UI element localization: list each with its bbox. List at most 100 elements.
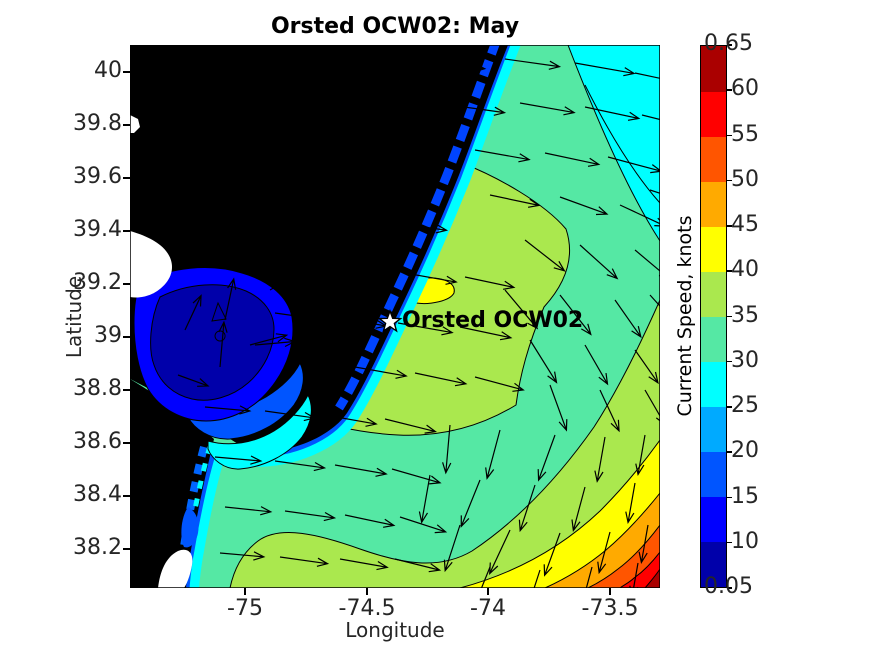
current-vector-arrow xyxy=(339,558,389,571)
contour-region-red-southeast-band xyxy=(619,551,660,588)
current-vector-arrow xyxy=(597,531,611,575)
colorbar xyxy=(700,45,727,588)
y-tick-mark xyxy=(123,71,130,73)
colorbar-band xyxy=(701,271,726,317)
x-tick-mark xyxy=(609,588,611,595)
current-vector-arrow xyxy=(449,104,507,116)
colorbar-band xyxy=(701,451,726,498)
current-vector-arrow xyxy=(644,389,660,422)
colorbar-tick-label: 40 xyxy=(731,257,759,283)
colorbar-tick-label: 50 xyxy=(731,166,759,192)
current-vector-arrow xyxy=(334,215,387,226)
colorbar-tick-label: 35 xyxy=(731,302,759,328)
current-vector-arrow xyxy=(219,551,266,561)
colorbar-tick-mark xyxy=(727,360,732,363)
current-vector-arrow xyxy=(297,211,335,241)
plot-title: Orsted OCW02: May xyxy=(270,14,520,39)
current-vector-arrow xyxy=(354,366,408,379)
current-vector-arrow xyxy=(480,566,491,588)
colorbar-tick-label: 20 xyxy=(731,438,759,464)
current-vector-arrow xyxy=(249,333,289,346)
current-vector-arrow xyxy=(518,484,536,533)
current-vector-arrow xyxy=(464,276,516,290)
current-vector-arrow xyxy=(334,464,388,477)
current-vector-arrow xyxy=(284,258,335,268)
colorbar-band xyxy=(701,316,726,363)
current-vector-arrow xyxy=(277,153,313,186)
colorbar-tick-mark xyxy=(727,496,732,498)
current-vector-arrow xyxy=(459,326,513,341)
current-vector-arrow xyxy=(614,299,642,339)
colorbar-tick-label: 10 xyxy=(731,528,759,554)
current-vector-arrow xyxy=(443,524,461,573)
contour-region-cyan-northeast-corner xyxy=(567,45,660,242)
x-tick-label: -73.5 xyxy=(581,596,639,621)
current-vector-arrow xyxy=(519,102,576,116)
current-vector-arrow xyxy=(394,222,449,234)
current-vector-arrow xyxy=(264,410,317,422)
y-tick-label: 38.6 xyxy=(73,429,122,454)
contour-region-delaware-bay-navy xyxy=(150,284,275,401)
current-vector-arrow xyxy=(269,269,307,291)
current-vector-arrow xyxy=(474,149,531,163)
current-vector-arrow xyxy=(394,558,442,573)
colorbar-tick-label: 0.05 xyxy=(704,574,753,599)
colorbar-tick-label: 15 xyxy=(731,483,759,509)
y-tick-label: 39.4 xyxy=(73,217,122,242)
colorbar-tick-mark xyxy=(727,587,732,589)
y-tick-label: 38.4 xyxy=(73,482,122,507)
current-vector-arrow xyxy=(204,405,252,415)
current-vector-arrow xyxy=(574,62,636,77)
current-vector-arrow xyxy=(629,562,639,588)
current-vector-arrow xyxy=(344,514,396,528)
contour-region-nodata-upper-bay xyxy=(130,231,172,298)
x-tick-label: -75 xyxy=(227,596,263,621)
current-vector-arrow xyxy=(391,468,442,485)
current-vector-arrow xyxy=(460,479,481,528)
current-vector-arrow xyxy=(625,482,636,524)
current-vector-arrow xyxy=(599,389,620,433)
current-vector-arrow xyxy=(571,486,586,533)
x-tick-label: -74.5 xyxy=(338,596,396,621)
y-tick-mark xyxy=(123,230,130,232)
current-vector-arrow xyxy=(641,114,660,121)
current-vector-arrow xyxy=(584,106,641,121)
current-vector-arrow xyxy=(489,194,541,208)
current-vector-arrow xyxy=(543,532,561,577)
current-vector-arrow xyxy=(474,376,525,392)
contour-map xyxy=(130,45,660,588)
colorbar-band xyxy=(701,406,726,453)
colorbar-tick-mark xyxy=(727,134,732,136)
y-tick-label: 38.2 xyxy=(73,535,122,560)
current-vector-arrow xyxy=(429,62,487,73)
colorbar-tick-mark xyxy=(727,406,732,408)
colorbar-tick-label: 60 xyxy=(731,76,759,102)
contour-region-contour-25-offshoot xyxy=(584,84,660,204)
x-tick-mark xyxy=(366,588,368,595)
contour-region-darkred-corner xyxy=(644,568,660,588)
colorbar-band xyxy=(701,46,726,92)
colorbar-tick-mark xyxy=(727,225,732,227)
current-vector-arrow xyxy=(284,510,337,522)
contour-region-yellowgreen-southeast-band xyxy=(229,299,660,588)
y-tick-mark xyxy=(123,442,130,444)
contour-region-nodata-bottom-left xyxy=(158,549,193,588)
current-vector-arrow xyxy=(442,424,452,475)
colorbar-tick-mark xyxy=(727,44,732,46)
colorbar-tick-mark xyxy=(727,451,732,453)
current-vector-arrow xyxy=(529,339,558,384)
current-vector-arrow xyxy=(649,294,660,308)
y-tick-label: 40 xyxy=(94,58,122,83)
current-vector-arrow xyxy=(549,384,568,432)
current-vector-arrow xyxy=(418,474,431,524)
y-tick-label: 39.2 xyxy=(73,270,122,295)
current-vector-arrow xyxy=(218,320,228,368)
current-vector-arrow xyxy=(279,193,324,211)
contour-region-bay-contour-triangle xyxy=(211,301,227,322)
current-vector-arrow xyxy=(638,524,649,565)
colorbar-band xyxy=(701,496,726,543)
current-vector-arrow xyxy=(619,204,660,227)
colorbar-title: Current Speed, knots xyxy=(674,215,696,417)
colorbar-tick-label: 45 xyxy=(731,212,759,237)
current-vector-arrow xyxy=(634,249,660,277)
